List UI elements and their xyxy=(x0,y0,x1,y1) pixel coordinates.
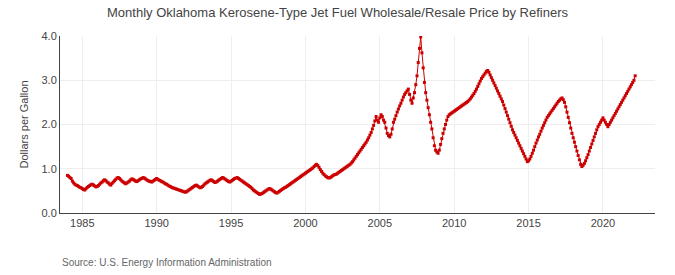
svg-text:1990: 1990 xyxy=(144,217,168,229)
svg-text:0.0: 0.0 xyxy=(42,207,57,219)
svg-text:1985: 1985 xyxy=(70,217,94,229)
svg-text:Source: U.S. Energy Informatio: Source: U.S. Energy Information Administ… xyxy=(62,257,272,268)
svg-text:2020: 2020 xyxy=(591,217,615,229)
svg-text:2.0: 2.0 xyxy=(42,118,57,130)
svg-text:2005: 2005 xyxy=(368,217,392,229)
svg-text:1.0: 1.0 xyxy=(42,163,57,175)
svg-text:4.0: 4.0 xyxy=(42,30,57,42)
svg-text:3.0: 3.0 xyxy=(42,74,57,86)
svg-text:1995: 1995 xyxy=(219,217,243,229)
svg-text:2000: 2000 xyxy=(293,217,317,229)
svg-text:2015: 2015 xyxy=(516,217,540,229)
svg-text:Dollars per Gallon: Dollars per Gallon xyxy=(18,80,30,168)
svg-text:Monthly Oklahoma Kerosene-Type: Monthly Oklahoma Kerosene-Type Jet Fuel … xyxy=(107,5,568,20)
svg-text:2010: 2010 xyxy=(442,217,466,229)
